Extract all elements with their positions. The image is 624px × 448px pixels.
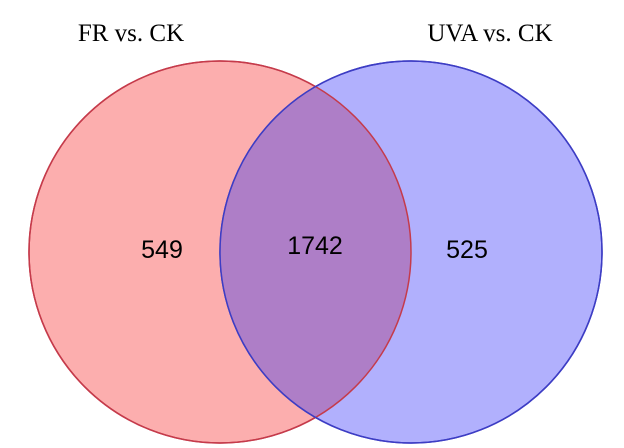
set-outline-fr bbox=[28, 60, 412, 444]
set-outline-uva bbox=[219, 60, 603, 444]
set-title-fr: FR vs. CK bbox=[78, 20, 184, 47]
count-fr-only: 549 bbox=[141, 236, 183, 264]
count-intersection: 1742 bbox=[287, 232, 343, 260]
intersection-region bbox=[220, 61, 411, 443]
set-title-uva: UVA vs. CK bbox=[427, 20, 552, 47]
count-uva-only: 525 bbox=[446, 236, 488, 264]
